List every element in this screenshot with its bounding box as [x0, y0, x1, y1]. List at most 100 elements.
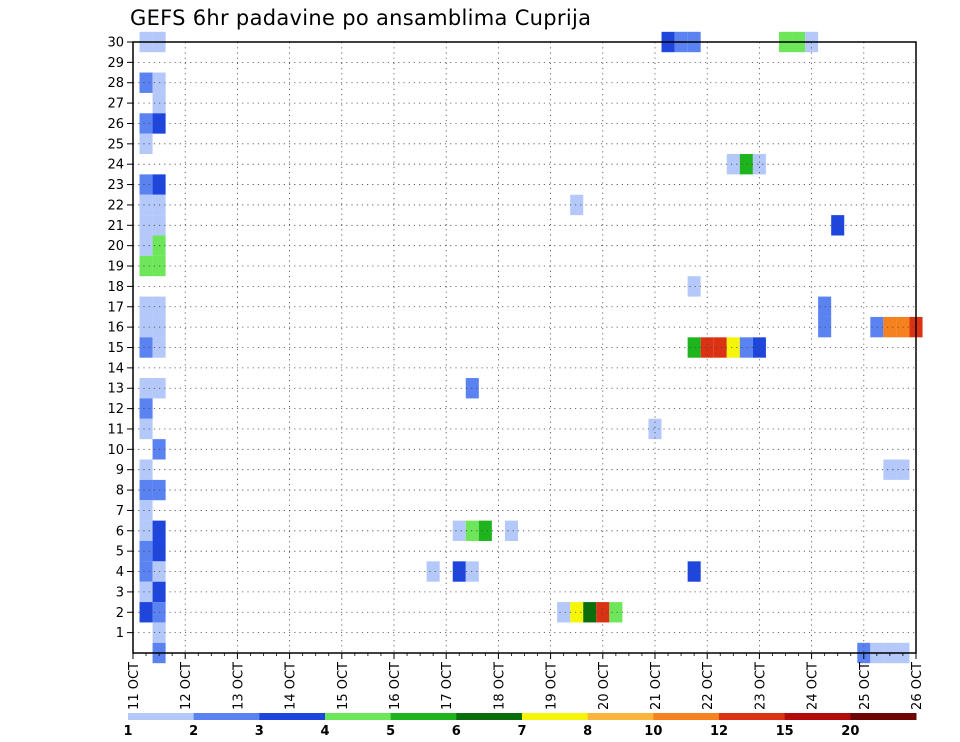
heatmap-cell — [726, 154, 740, 175]
legend-swatch — [522, 713, 589, 720]
y-tick-label: 19 — [107, 260, 124, 275]
legend-label: 20 — [841, 724, 859, 739]
x-tick-label: 21 OCT — [649, 662, 664, 710]
y-tick-label: 20 — [107, 239, 124, 254]
heatmap-cell — [831, 215, 845, 236]
heatmap-cell — [139, 235, 153, 256]
heatmap-cell — [139, 174, 153, 195]
y-tick-label: 10 — [107, 443, 124, 458]
heatmap-cell — [139, 296, 153, 317]
legend-label: 5 — [386, 724, 395, 739]
heatmap-cell — [139, 520, 153, 541]
heatmap-cell — [609, 602, 623, 623]
x-tick-label: 26 OCT — [910, 662, 925, 710]
x-axis: 11 OCT 12 OCT 13 OCT 14 OCT 15 OCT 16 OCT 17 O… — [127, 653, 925, 710]
heatmap-cell — [139, 459, 153, 480]
legend-label: 4 — [320, 724, 329, 739]
heatmap-cell — [504, 520, 518, 541]
y-tick-label: 3 — [116, 585, 124, 600]
heatmap-cell — [700, 337, 714, 358]
x-tick-label: 13 OCT — [231, 662, 246, 710]
heatmap-cell — [139, 398, 153, 419]
legend-label: 7 — [517, 724, 526, 739]
heatmap-cell — [726, 337, 740, 358]
x-tick-label: 11 OCT — [127, 662, 142, 710]
heatmap-cell — [139, 479, 153, 501]
legend-swatch — [193, 713, 260, 720]
heatmap-cell — [465, 561, 479, 582]
x-tick-label: 19 OCT — [545, 662, 560, 710]
heatmap-cell — [139, 602, 153, 623]
y-tick-label: 11 — [107, 422, 124, 437]
legend-label: 12 — [710, 724, 728, 739]
heatmap-cell — [687, 561, 701, 582]
legend-swatch — [456, 713, 523, 720]
heatmap-cell — [752, 154, 766, 175]
x-tick-label: 18 OCT — [492, 662, 507, 710]
y-tick-label: 18 — [107, 280, 124, 295]
legend-swatch — [390, 713, 457, 720]
y-tick-label: 6 — [116, 524, 124, 539]
x-tick-label: 15 OCT — [336, 662, 351, 710]
y-tick-label: 14 — [107, 361, 124, 376]
y-tick-label: 12 — [107, 402, 124, 417]
y-tick-label: 2 — [116, 606, 124, 621]
y-tick-label: 15 — [107, 341, 124, 356]
y-tick-label: 7 — [116, 504, 124, 519]
heatmap-cell — [570, 194, 584, 216]
y-tick-label: 1 — [116, 626, 124, 641]
y-tick-label: 22 — [107, 198, 124, 213]
heatmap-cell — [139, 378, 153, 399]
x-tick-label: 24 OCT — [806, 662, 821, 710]
legend-swatch — [653, 713, 720, 720]
y-tick-label: 13 — [107, 382, 124, 397]
heatmap-cell — [139, 418, 153, 440]
heatmap-cell — [139, 194, 153, 216]
legend-label: 3 — [255, 724, 264, 739]
x-tick-label: 17 OCT — [440, 662, 455, 710]
legend-label: 2 — [189, 724, 198, 739]
y-axis: 1234567891011121314151617181920212223242… — [107, 36, 133, 641]
y-tick-label: 27 — [107, 97, 124, 112]
x-tick-label: 23 OCT — [753, 662, 768, 710]
heatmap-cell — [139, 581, 153, 603]
heatmap-cell — [139, 255, 153, 277]
x-tick-label: 14 OCT — [284, 662, 299, 710]
grid-lines — [133, 42, 916, 653]
chart-title: GEFS 6hr padavine po ansamblima Cuprija — [130, 6, 592, 30]
heatmap-cell — [687, 276, 701, 297]
heatmap-cell — [596, 602, 610, 623]
y-tick-label: 5 — [116, 545, 124, 560]
heatmap-cell — [883, 316, 897, 338]
heatmap-cell — [139, 133, 153, 155]
y-tick-label: 29 — [107, 56, 124, 71]
y-tick-label: 23 — [107, 178, 124, 193]
y-tick-label: 30 — [107, 36, 124, 51]
heatmap-cell — [139, 337, 153, 358]
y-tick-label: 24 — [107, 158, 124, 173]
y-tick-label: 4 — [116, 565, 124, 580]
legend-label: 8 — [583, 724, 592, 739]
heatmap-cell — [139, 113, 153, 134]
x-tick-label: 22 OCT — [701, 662, 716, 710]
legend-swatch — [850, 713, 917, 720]
legend-swatch — [784, 713, 851, 720]
heatmap-cell — [583, 602, 597, 623]
legend-swatch — [719, 713, 786, 720]
heatmap-cell — [465, 378, 479, 399]
heatmap-cell — [687, 337, 701, 358]
heatmap-cell — [139, 72, 153, 93]
heatmap-cell — [739, 337, 753, 358]
y-tick-label: 26 — [107, 117, 124, 132]
heatmap-cell — [139, 215, 153, 236]
legend-label: 1 — [123, 724, 132, 739]
y-tick-label: 25 — [107, 137, 124, 152]
heatmap-cells — [139, 31, 923, 664]
heatmap-cell — [452, 561, 466, 582]
heatmap-cell — [557, 602, 571, 623]
heatmap-cell — [452, 520, 466, 541]
legend-label: 6 — [452, 724, 461, 739]
legend-label: 10 — [644, 724, 662, 739]
heatmap-cell — [426, 561, 440, 582]
heatmap-cell — [713, 337, 727, 358]
